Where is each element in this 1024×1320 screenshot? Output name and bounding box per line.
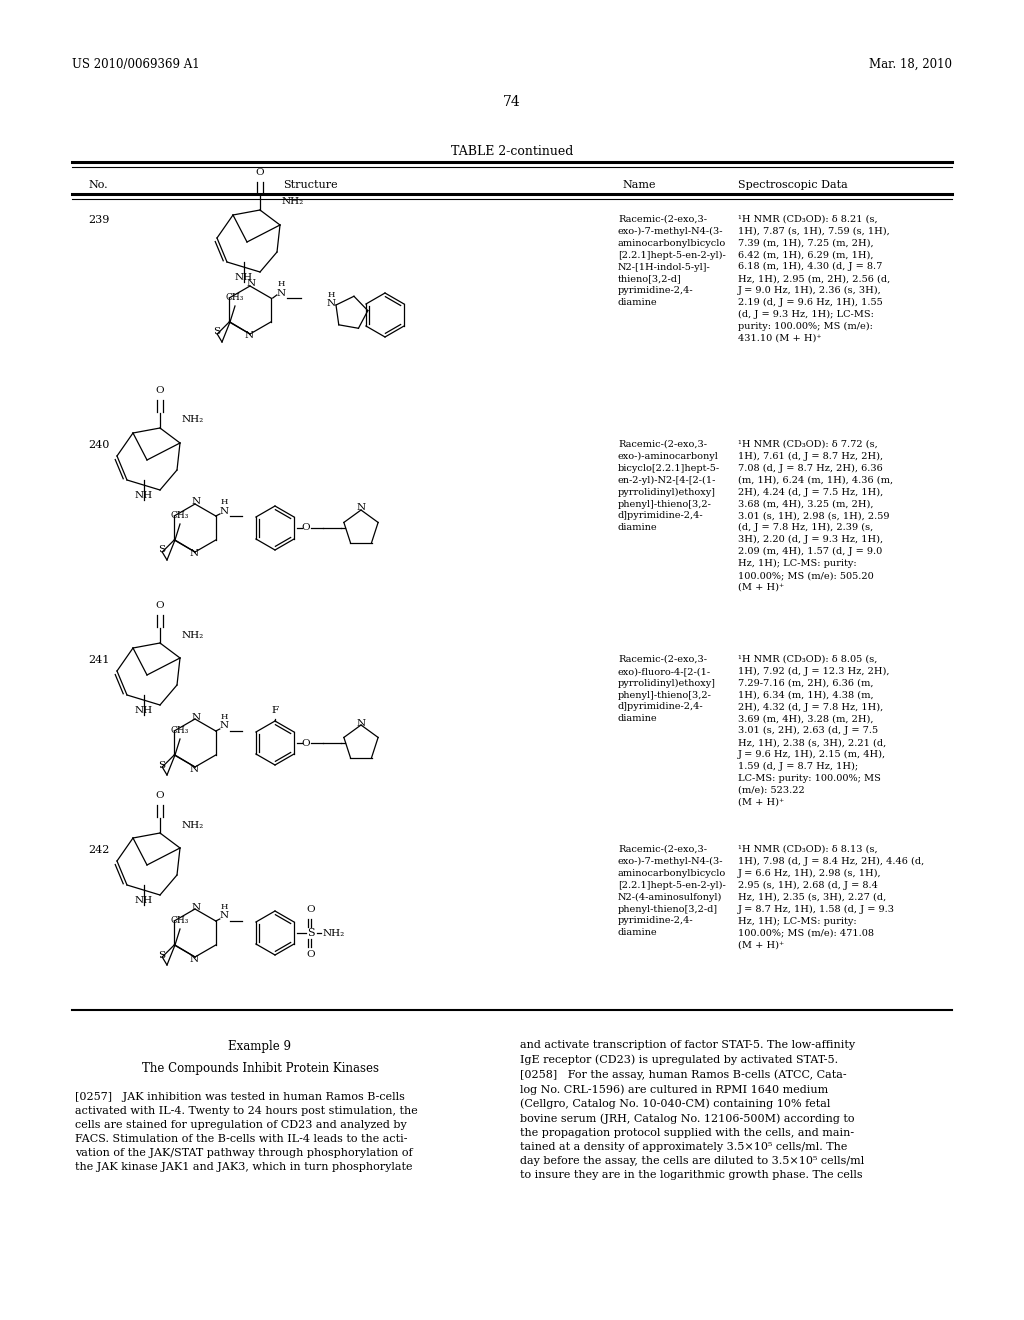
Text: H: H [220, 498, 227, 506]
Text: 242: 242 [88, 845, 110, 855]
Text: O: O [302, 524, 310, 532]
Text: NH: NH [134, 491, 153, 500]
Text: NH₂: NH₂ [182, 821, 204, 829]
Text: N: N [356, 503, 366, 512]
Text: NH₂: NH₂ [282, 198, 304, 206]
Text: CH₃: CH₃ [226, 293, 244, 302]
Text: 74: 74 [503, 95, 521, 110]
Text: N: N [191, 713, 201, 722]
Text: Example 9: Example 9 [228, 1040, 292, 1053]
Text: ¹H NMR (CD₃OD): δ 8.05 (s,
1H), 7.92 (d, J = 12.3 Hz, 2H),
7.29-7.16 (m, 2H), 6.: ¹H NMR (CD₃OD): δ 8.05 (s, 1H), 7.92 (d,… [738, 655, 890, 807]
Text: No.: No. [88, 180, 108, 190]
Text: Racemic-(2-exo,3-
exo-)-7-methyl-N4-(3-
aminocarbonylbicyclo
[2.2.1]hept-5-en-2-: Racemic-(2-exo,3- exo-)-7-methyl-N4-(3- … [618, 215, 726, 308]
Text: N: N [219, 507, 228, 516]
Text: N: N [219, 912, 228, 920]
Text: [0257]   JAK inhibition was tested in human Ramos B-cells
activated with IL-4. T: [0257] JAK inhibition was tested in huma… [75, 1092, 418, 1172]
Text: H: H [220, 713, 227, 721]
Text: S: S [158, 545, 165, 554]
Text: US 2010/0069369 A1: US 2010/0069369 A1 [72, 58, 200, 71]
Text: Mar. 18, 2010: Mar. 18, 2010 [869, 58, 952, 71]
Text: O: O [156, 791, 164, 800]
Text: N: N [191, 903, 201, 912]
Text: NH₂: NH₂ [182, 631, 204, 639]
Text: Spectroscopic Data: Spectroscopic Data [738, 180, 848, 190]
Text: O: O [156, 601, 164, 610]
Text: H: H [328, 290, 335, 300]
Text: CH₃: CH₃ [171, 726, 189, 735]
Text: CH₃: CH₃ [171, 916, 189, 925]
Text: N: N [219, 722, 228, 730]
Text: N: N [327, 298, 336, 308]
Text: N: N [189, 764, 199, 774]
Text: 241: 241 [88, 655, 110, 665]
Text: H: H [220, 903, 227, 911]
Text: ¹H NMR (CD₃OD): δ 8.13 (s,
1H), 7.98 (d, J = 8.4 Hz, 2H), 4.46 (d,
J = 6.6 Hz, 1: ¹H NMR (CD₃OD): δ 8.13 (s, 1H), 7.98 (d,… [738, 845, 925, 949]
Text: TABLE 2-continued: TABLE 2-continued [451, 145, 573, 158]
Text: Racemic-(2-exo,3-
exo-)-7-methyl-N4-(3-
aminocarbonylbicyclo
[2.2.1]hept-5-en-2-: Racemic-(2-exo,3- exo-)-7-methyl-N4-(3- … [618, 845, 726, 937]
Text: Racemic-(2-exo,3-
exo)-fluoro-4-[2-(1-
pyrrolidinyl)ethoxy]
phenyl]-thieno[3,2-
: Racemic-(2-exo,3- exo)-fluoro-4-[2-(1- p… [618, 655, 716, 723]
Text: ¹H NMR (CD₃OD): δ 8.21 (s,
1H), 7.87 (s, 1H), 7.59 (s, 1H),
7.39 (m, 1H), 7.25 (: ¹H NMR (CD₃OD): δ 8.21 (s, 1H), 7.87 (s,… [738, 215, 890, 343]
Text: N: N [247, 280, 256, 289]
Text: O: O [306, 906, 315, 913]
Text: S: S [158, 760, 165, 770]
Text: F: F [271, 706, 279, 715]
Text: S: S [307, 928, 314, 939]
Text: N: N [191, 498, 201, 507]
Text: S: S [158, 950, 165, 960]
Text: and activate transcription of factor STAT-5. The low-affinity
IgE receptor (CD23: and activate transcription of factor STA… [520, 1040, 864, 1180]
Text: O: O [302, 738, 310, 747]
Text: N: N [189, 954, 199, 964]
Text: 239: 239 [88, 215, 110, 224]
Text: ¹H NMR (CD₃OD): δ 7.72 (s,
1H), 7.61 (d, J = 8.7 Hz, 2H),
7.08 (d, J = 8.7 Hz, 2: ¹H NMR (CD₃OD): δ 7.72 (s, 1H), 7.61 (d,… [738, 440, 893, 591]
Text: O: O [306, 950, 315, 960]
Text: 240: 240 [88, 440, 110, 450]
Text: O: O [156, 385, 164, 395]
Text: NH₂: NH₂ [182, 416, 204, 425]
Text: Name: Name [622, 180, 655, 190]
Text: The Compounds Inhibit Protein Kinases: The Compounds Inhibit Protein Kinases [141, 1063, 379, 1074]
Text: N: N [189, 549, 199, 558]
Text: NH: NH [134, 896, 153, 906]
Text: Racemic-(2-exo,3-
exo-)-aminocarbonyl
bicyclo[2.2.1]hept-5-
en-2-yl)-N2-[4-[2-(1: Racemic-(2-exo,3- exo-)-aminocarbonyl bi… [618, 440, 720, 532]
Text: N: N [356, 718, 366, 727]
Text: NH₂: NH₂ [323, 928, 345, 937]
Text: S: S [213, 327, 220, 337]
Text: Structure: Structure [283, 180, 337, 190]
Text: CH₃: CH₃ [171, 511, 189, 520]
Text: N: N [245, 331, 254, 341]
Text: O: O [256, 168, 264, 177]
Text: NH: NH [134, 706, 153, 715]
Text: H: H [278, 280, 285, 288]
Text: N: N [276, 289, 286, 297]
Text: NH: NH [234, 273, 253, 282]
